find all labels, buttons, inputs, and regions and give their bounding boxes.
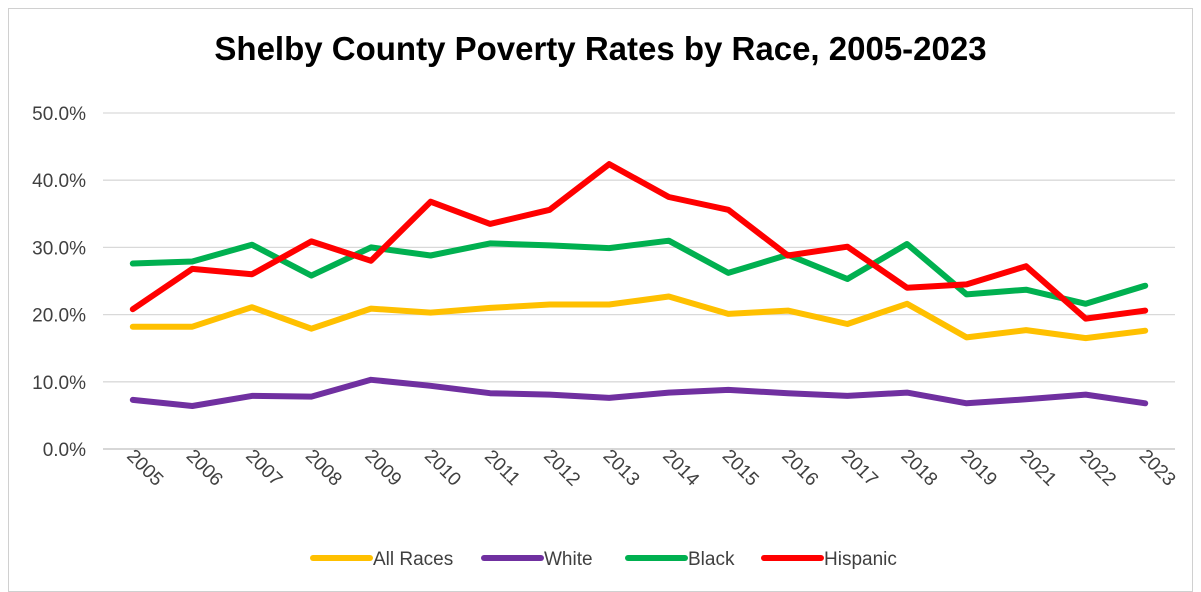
x-tick-label: 2007 (241, 446, 286, 491)
legend-label: Black (688, 549, 735, 570)
legend-label: White (544, 549, 593, 570)
series-line-white (133, 380, 1145, 406)
x-tick-label: 2006 (182, 446, 227, 491)
x-tick-label: 2014 (658, 446, 703, 491)
legend-label: All Races (373, 549, 453, 570)
x-tick-label: 2010 (420, 446, 465, 491)
x-tick-label: 2005 (122, 446, 167, 491)
x-tick-label: 2016 (777, 446, 822, 491)
x-tick-label: 2017 (837, 446, 882, 491)
y-tick-label: 10.0% (32, 373, 86, 394)
y-tick-label: 40.0% (32, 171, 86, 192)
series-line-all-races (133, 297, 1145, 339)
x-tick-label: 2021 (1016, 446, 1061, 491)
x-tick-label: 2009 (361, 446, 406, 491)
x-tick-label: 2015 (718, 446, 763, 491)
x-tick-label: 2018 (897, 446, 942, 491)
x-tick-label: 2019 (956, 446, 1001, 491)
x-tick-label: 2023 (1135, 446, 1180, 491)
legend-label: Hispanic (824, 549, 897, 570)
x-tick-label: 2013 (599, 446, 644, 491)
series-line-hispanic (133, 164, 1145, 319)
x-tick-label: 2012 (539, 446, 584, 491)
x-tick-label: 2022 (1075, 446, 1120, 491)
y-tick-label: 30.0% (32, 238, 86, 259)
x-tick-label: 2008 (301, 446, 346, 491)
series-line-black (133, 241, 1145, 304)
x-tick-label: 2011 (480, 446, 524, 490)
y-tick-label: 0.0% (43, 440, 86, 461)
y-tick-label: 20.0% (32, 306, 86, 327)
y-tick-label: 50.0% (32, 104, 86, 125)
